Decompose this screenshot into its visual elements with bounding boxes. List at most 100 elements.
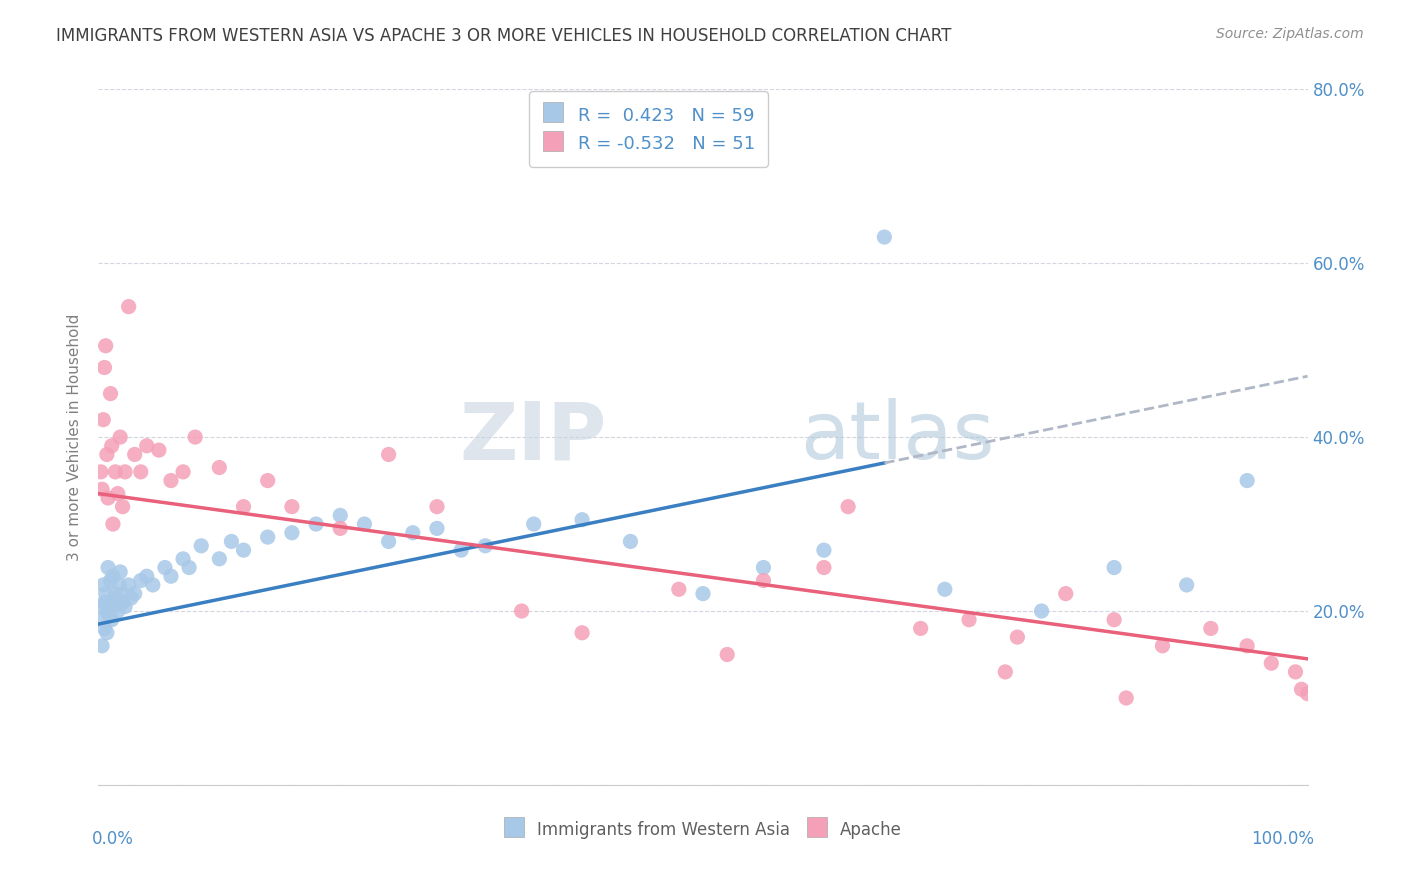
Point <box>90 599 112 614</box>
Point <box>190 539 212 553</box>
Point <box>752 560 775 574</box>
Point <box>108 578 131 592</box>
Point <box>329 521 352 535</box>
Point <box>813 560 835 574</box>
Point <box>1236 474 1258 488</box>
Point <box>1236 639 1258 653</box>
Point <box>101 516 124 531</box>
Point <box>402 525 425 540</box>
Point <box>232 543 254 558</box>
Point <box>160 474 183 488</box>
Point <box>353 516 375 531</box>
Point <box>111 587 134 601</box>
Point <box>1175 578 1198 592</box>
Point <box>91 412 114 426</box>
Point <box>172 465 194 479</box>
Point <box>101 569 124 583</box>
Point <box>103 599 125 614</box>
Point <box>837 500 859 514</box>
Point <box>994 665 1017 679</box>
Point <box>100 595 122 609</box>
Point <box>1031 604 1053 618</box>
Point <box>129 574 152 588</box>
Point <box>104 587 127 601</box>
Point <box>1260 657 1282 671</box>
Point <box>93 360 115 375</box>
Y-axis label: 3 or more Vehicles in Household: 3 or more Vehicles in Household <box>67 313 83 561</box>
Point <box>160 569 183 583</box>
Point <box>111 500 134 514</box>
Point <box>208 551 231 566</box>
Point <box>111 595 134 609</box>
Point <box>221 534 243 549</box>
Point <box>426 500 449 514</box>
Point <box>329 508 352 523</box>
Point <box>108 430 131 444</box>
Point <box>114 465 136 479</box>
Point <box>124 587 146 601</box>
Point <box>124 447 146 462</box>
Point <box>114 599 136 614</box>
Point <box>135 439 157 453</box>
Point <box>813 543 835 558</box>
Point <box>1199 621 1222 635</box>
Point <box>256 474 278 488</box>
Point <box>668 582 690 597</box>
Point <box>93 595 115 609</box>
Point <box>232 500 254 514</box>
Point <box>91 639 114 653</box>
Point <box>100 439 122 453</box>
Point <box>256 530 278 544</box>
Point <box>208 460 231 475</box>
Point <box>107 486 129 500</box>
Point <box>105 591 128 605</box>
Point <box>100 386 122 401</box>
Point <box>752 574 775 588</box>
Point <box>716 648 738 662</box>
Point <box>90 465 112 479</box>
Point <box>1054 587 1077 601</box>
Point <box>97 491 120 505</box>
Point <box>135 569 157 583</box>
Point <box>96 625 118 640</box>
Point <box>172 551 194 566</box>
Text: ZIP: ZIP <box>458 398 606 476</box>
Point <box>148 443 170 458</box>
Point <box>934 582 956 597</box>
Point <box>377 447 399 462</box>
Point <box>1007 630 1029 644</box>
Point <box>120 591 142 605</box>
Text: IMMIGRANTS FROM WESTERN ASIA VS APACHE 3 OR MORE VEHICLES IN HOUSEHOLD CORRELATI: IMMIGRANTS FROM WESTERN ASIA VS APACHE 3… <box>56 27 952 45</box>
Point <box>1152 639 1174 653</box>
Point <box>474 539 496 553</box>
Point <box>184 430 207 444</box>
Point <box>94 587 117 601</box>
Point <box>91 578 114 592</box>
Point <box>1102 613 1125 627</box>
Point <box>118 578 141 592</box>
Point <box>619 534 641 549</box>
Point <box>91 482 114 496</box>
Text: 0.0%: 0.0% <box>93 830 134 848</box>
Point <box>98 608 121 623</box>
Point <box>91 613 114 627</box>
Point <box>107 604 129 618</box>
Point <box>510 604 533 618</box>
Point <box>873 230 896 244</box>
Point <box>96 604 118 618</box>
Point <box>957 613 980 627</box>
Point <box>1284 665 1306 679</box>
Point <box>571 513 593 527</box>
Point <box>305 516 328 531</box>
Point <box>97 560 120 574</box>
Point <box>104 465 127 479</box>
Point <box>910 621 932 635</box>
Point <box>93 621 115 635</box>
Point <box>129 465 152 479</box>
Point <box>153 560 176 574</box>
Point <box>426 521 449 535</box>
Text: 100.0%: 100.0% <box>1250 830 1313 848</box>
Point <box>1115 690 1137 705</box>
Point <box>281 525 304 540</box>
Point <box>1102 560 1125 574</box>
